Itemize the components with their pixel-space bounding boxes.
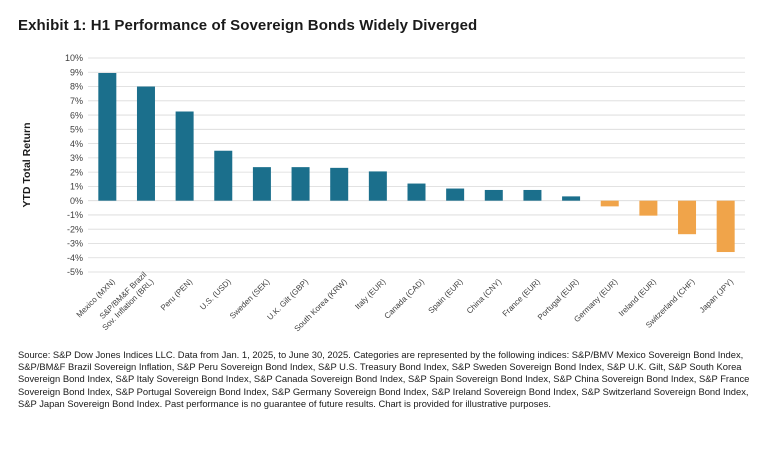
y-tick-label: 10% (65, 53, 83, 63)
y-tick-label: 4% (70, 139, 83, 149)
y-tick-label: 3% (70, 153, 83, 163)
x-tick-label-group: Peru (PEN) (159, 277, 195, 313)
bar (368, 171, 387, 201)
x-tick-label: Canada (CAD) (383, 277, 427, 321)
bar (330, 167, 349, 201)
y-tick-label: -4% (67, 253, 83, 263)
x-tick-label: China (CNY) (465, 277, 504, 316)
y-tick-label: 2% (70, 167, 83, 177)
y-tick-label: 0% (70, 196, 83, 206)
x-tick-label-group: Sweden (SEK) (228, 277, 272, 321)
y-tick-label: 8% (70, 82, 83, 92)
x-tick-label-group: Canada (CAD) (383, 277, 427, 321)
bar (484, 189, 503, 201)
x-tick-label: Sweden (SEK) (228, 277, 272, 321)
x-tick-label-group: Spain (EUR) (427, 277, 465, 315)
bar (678, 200, 697, 235)
y-tick-label: 1% (70, 182, 83, 192)
bar (136, 86, 155, 201)
x-tick-label: Spain (EUR) (427, 277, 465, 315)
x-tick-label: Peru (PEN) (159, 277, 195, 313)
bar (562, 196, 581, 201)
x-tick-label-group: France (EUR) (501, 277, 542, 318)
y-tick-label: -3% (67, 239, 83, 249)
chart-area: YTD Total Return 10% 9% 8% 7% 6% 5% 4% 3% 2% 1% 0%… (21, 53, 745, 333)
bar (446, 188, 465, 201)
x-tick-label: Japan (JPY) (698, 277, 736, 315)
x-tick-label-group: U.S. (USD) (198, 277, 233, 312)
x-tick-label: Italy (EUR) (353, 277, 387, 311)
bar (175, 111, 194, 201)
y-axis-label: YTD Total Return (21, 122, 33, 208)
bar (639, 200, 658, 216)
bar (523, 189, 542, 201)
chart-title: Exhibit 1: H1 Performance of Sovereign B… (18, 17, 478, 34)
y-tick-label: -5% (67, 267, 83, 277)
y-tick-label: 5% (70, 125, 83, 135)
bar (214, 150, 233, 201)
y-tick-label: 7% (70, 96, 83, 106)
bar (98, 72, 117, 201)
bar-chart: 10%9%8%7%6%5%4%3%2%1%0%-1%-2%-3%-4%-5%Me… (65, 53, 745, 333)
bar (252, 167, 271, 201)
bar (716, 200, 735, 253)
x-tick-label: Ireland (EUR) (617, 277, 658, 318)
y-tick-label: 6% (70, 110, 83, 120)
bar (291, 167, 310, 201)
x-tick-label-group: Ireland (EUR) (617, 277, 658, 318)
x-tick-label: France (EUR) (501, 277, 542, 318)
source-note: Source: S&P Dow Jones Indices LLC. Data … (18, 349, 750, 409)
y-tick-label: -1% (67, 210, 83, 220)
y-tick-label: 9% (70, 67, 83, 77)
x-tick-label-group: Japan (JPY) (698, 277, 736, 315)
x-tick-label-group: Italy (EUR) (353, 277, 387, 311)
y-tick-label: -2% (67, 224, 83, 234)
x-tick-label: U.S. (USD) (198, 277, 233, 312)
bar (407, 183, 426, 201)
bar (600, 200, 619, 207)
x-tick-label-group: China (CNY) (465, 277, 504, 316)
